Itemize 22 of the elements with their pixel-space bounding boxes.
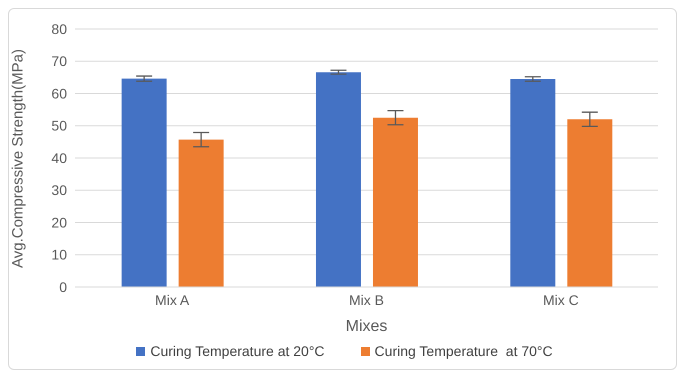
- y-tick-label: 0: [59, 278, 68, 295]
- bar: [372, 118, 418, 287]
- y-tick-label: 20: [51, 214, 68, 230]
- y-tick-label: 40: [51, 150, 68, 166]
- y-tick-label: 60: [51, 85, 68, 102]
- x-axis-title: Mixes: [346, 318, 388, 335]
- y-tick-label: 10: [51, 246, 68, 263]
- legend-label: Curing Temperature at 70°C: [374, 343, 553, 359]
- y-tick-label: 80: [51, 20, 68, 37]
- legend-label: Curing Temperature at 20°C: [149, 343, 325, 359]
- x-tick-label: Mix A: [155, 292, 190, 308]
- x-tick-label: Mix B: [349, 292, 384, 308]
- bar: [510, 78, 556, 287]
- y-tick-label: 30: [51, 182, 68, 198]
- y-axis-title: Avg.Compressive Strength(MPa): [9, 49, 26, 268]
- x-tick-label: Mix C: [542, 292, 579, 308]
- bar: [316, 72, 361, 287]
- y-tick-label: 70: [51, 53, 68, 70]
- bar: [122, 78, 167, 287]
- bar: [567, 119, 612, 287]
- bar: [178, 140, 224, 287]
- y-tick-label: 50: [51, 118, 68, 134]
